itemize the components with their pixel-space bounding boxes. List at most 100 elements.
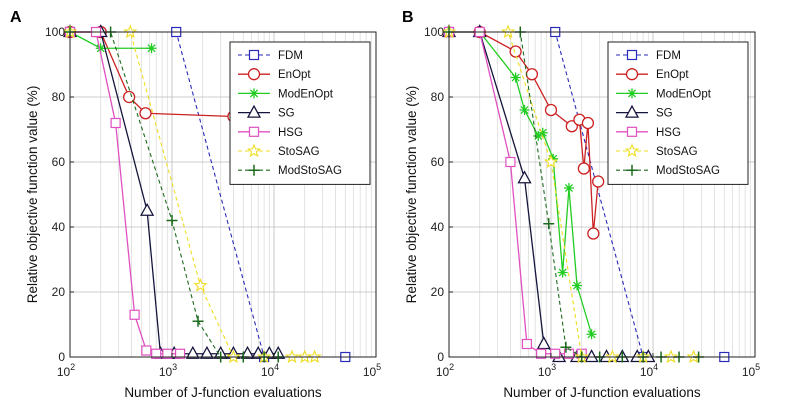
panel-a-series-hsg-point bbox=[174, 348, 186, 359]
panel-b-x-tick-label: 102 bbox=[436, 362, 454, 379]
panel-a-legend-entry-modenopt: ModEnOpt bbox=[238, 88, 334, 100]
panel-a-y-tick-label: 40 bbox=[52, 220, 66, 234]
panel-b-series-hsg-point bbox=[536, 348, 547, 359]
panel-a-series-modenopt-point bbox=[146, 43, 157, 54]
panel-b-legend-entry-sg-label: SG bbox=[656, 108, 673, 120]
panel-a-series-modenopt-point bbox=[95, 43, 106, 54]
panel-a-series-stosag-point bbox=[123, 24, 138, 39]
panel-b-legend-entry-sg: SG bbox=[616, 104, 673, 120]
panel-b-series-modenopt bbox=[444, 27, 597, 340]
panel-b-series-enopt-point bbox=[544, 103, 558, 117]
panel-b-series-enopt bbox=[473, 25, 605, 240]
panel-a-x-tick-label: 104 bbox=[261, 362, 279, 379]
panel-a-series-enopt-point bbox=[139, 107, 152, 120]
panel-a-series-enopt-point bbox=[122, 90, 136, 104]
panel-a-plot-frame bbox=[69, 31, 377, 358]
panel-a-y-axis-label: Relative objective function value (%) bbox=[25, 86, 40, 304]
panel-a-legend-entry-enopt: EnOpt bbox=[238, 68, 311, 81]
panel-b-y-axis-label: Relative objective function value (%) bbox=[404, 86, 419, 304]
panel-b-legend-entry-sg-marker bbox=[624, 104, 640, 118]
panel-b-series-enopt-point bbox=[587, 227, 600, 240]
panel-b-series-stosag-point bbox=[663, 349, 679, 364]
panel-b-series-modenopt-point bbox=[533, 131, 544, 141]
panel-a-series-sg-point bbox=[240, 345, 255, 359]
panel-a-series-hsg-point bbox=[129, 309, 140, 320]
panel-b-legend: FDM EnOpt ModEnOpt SG HSG StoSAG ModStoSAG bbox=[607, 41, 749, 185]
panel-b-legend-entry-fdm-marker bbox=[626, 49, 638, 61]
panel-b-series-stosag-point bbox=[605, 349, 620, 364]
panel-a-legend-entry-modstosag-label: ModStoSAG bbox=[278, 165, 342, 177]
panel-b-series-modenopt-point bbox=[548, 153, 559, 164]
panel-b-series-enopt-point bbox=[592, 175, 605, 188]
panel-b-legend-entry-stosag-label: StoSAG bbox=[656, 146, 698, 158]
panel-b-legend-entry-hsg-marker bbox=[626, 126, 638, 137]
panel-b-y-tick-label: 20 bbox=[431, 285, 445, 299]
panel-b-series-stosag-point bbox=[543, 154, 559, 169]
panel-a-series-hsg-point bbox=[151, 348, 162, 359]
panel-b-series-enopt-point bbox=[577, 162, 591, 175]
panel-b-legend-entry-stosag: StoSAG bbox=[616, 143, 698, 158]
panel-b-legend-entry-fdm-label: FDM bbox=[656, 50, 681, 62]
panel-b-series-modenopt-point bbox=[563, 183, 574, 193]
panel-b-legend-entry-hsg: HSG bbox=[616, 126, 681, 139]
panel-a-x-axis-label: Number of J-function evaluations bbox=[124, 385, 322, 400]
panel-a-y-tick-label: 20 bbox=[52, 285, 66, 299]
panel-b-legend-entry-modstosag-marker bbox=[626, 164, 638, 176]
panel-a-legend-entry-sg-marker bbox=[246, 104, 262, 118]
panel-b-legend-entry-enopt-marker bbox=[625, 68, 639, 81]
panel-a-x-tick-label: 105 bbox=[363, 362, 381, 379]
panel-b-series-sg-point bbox=[584, 349, 599, 363]
panel-b-y-tick-label: 100 bbox=[424, 25, 444, 39]
panel-a-legend-entry-modenopt-marker bbox=[249, 88, 259, 99]
panel-b-series-sg-point bbox=[536, 336, 551, 350]
panel-a-legend: FDM EnOpt ModEnOpt SG HSG StoSAG ModStoSAG bbox=[229, 41, 371, 185]
panel-b-legend-entry-modstosag: ModStoSAG bbox=[616, 164, 720, 177]
panel-b-series-modenopt-point bbox=[557, 267, 568, 278]
panel-a-legend-entry-modenopt-label: ModEnOpt bbox=[278, 88, 334, 100]
panel-a-series-modstosag-point bbox=[192, 315, 204, 327]
panel-a-legend-entry-stosag-label: StoSAG bbox=[278, 146, 320, 158]
panel-a-legend-entry-hsg-marker bbox=[248, 126, 260, 137]
panel-a-legend-entry-enopt-marker bbox=[247, 68, 261, 81]
panel-b-y-tick-label: 80 bbox=[431, 90, 445, 104]
panel-b-legend-entry-modenopt: ModEnOpt bbox=[616, 88, 712, 100]
panel-a-series-stosag-point bbox=[307, 349, 322, 364]
panel-b-series-enopt-point bbox=[525, 68, 539, 81]
panel-a-letter: A bbox=[10, 9, 22, 26]
panel-b-series-modstosag-point bbox=[543, 218, 555, 230]
panel-a-legend-entry-fdm-label: FDM bbox=[278, 50, 303, 62]
panel-b-series-stosag-point bbox=[500, 24, 516, 39]
panel-a-legend-entry-enopt-label: EnOpt bbox=[278, 69, 311, 81]
panel-a-y-tick-label: 0 bbox=[58, 350, 65, 364]
panel-b-legend-entry-modenopt-marker bbox=[627, 88, 637, 99]
panel-b-legend-entry-enopt: EnOpt bbox=[616, 68, 689, 81]
panel-a-legend-entry-modstosag-marker bbox=[248, 164, 260, 176]
panel-a-legend-entry-sg-label: SG bbox=[278, 108, 295, 120]
panel-b-y-tick-label: 60 bbox=[431, 155, 445, 169]
panel-a-legend-entry-stosag: StoSAG bbox=[238, 143, 320, 158]
panel-b-legend-entry-modenopt-label: ModEnOpt bbox=[656, 88, 712, 100]
panel-a-series-modstosag-line bbox=[70, 31, 279, 358]
panel-b-y-tick-label: 0 bbox=[437, 350, 444, 364]
panel-b-x-axis-label: Number of J-function evaluations bbox=[503, 385, 701, 400]
panel-b-legend-entry-modstosag-label: ModStoSAG bbox=[656, 165, 720, 177]
panel-a-legend-entry-fdm-marker bbox=[248, 49, 260, 61]
panel-b-legend-entry-fdm: FDM bbox=[616, 49, 681, 62]
panel-a-legend-entry-fdm: FDM bbox=[238, 49, 303, 62]
panel-a-series-sg-point bbox=[140, 202, 155, 216]
panel-a-series-sg-point bbox=[199, 345, 215, 359]
panel-a-series-stosag-point bbox=[193, 277, 208, 292]
panel-a-legend-entry-hsg: HSG bbox=[238, 126, 303, 139]
panel-a-series-hsg-point bbox=[110, 117, 121, 129]
panel-a-x-tick-label: 102 bbox=[57, 362, 75, 379]
panel-b-legend-entry-stosag-marker bbox=[624, 143, 640, 158]
panel-b: B 0 20 40 60 80 100 102 103 104 105 Number of J-f… bbox=[402, 9, 760, 400]
panel-a-y-tick-label: 60 bbox=[52, 155, 66, 169]
panel-b-series-hsg-point bbox=[505, 156, 516, 168]
panel-b-series-sg-point bbox=[517, 170, 532, 184]
panel-a-y-tick-label: 100 bbox=[45, 25, 65, 39]
panel-b-plot-frame bbox=[448, 31, 756, 358]
panel-a: A 0 20 40 60 80 100 102 103 104 105 Number of J-f… bbox=[10, 9, 381, 400]
panel-b-y-tick-label: 40 bbox=[431, 220, 445, 234]
